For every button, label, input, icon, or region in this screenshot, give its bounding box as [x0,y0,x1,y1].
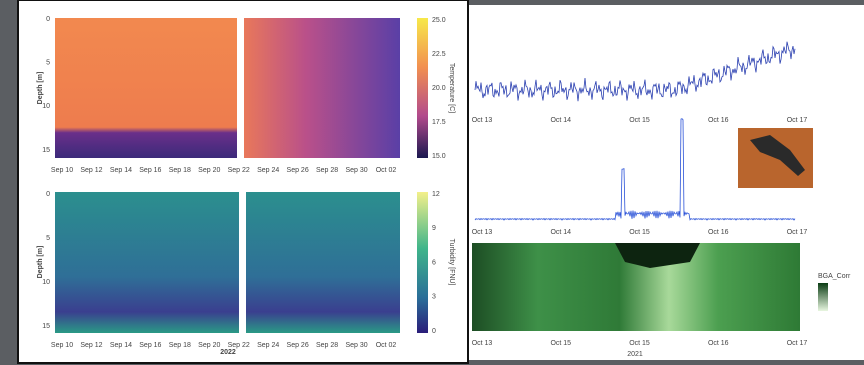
year-label: 2021 [627,351,643,358]
x-tick-label: Sep 12 [80,342,102,349]
y-tick-label: 5 [46,235,50,242]
colorbar-tick-label: 3 [432,294,436,301]
x-tick-label: Sep 12 [80,167,102,174]
y-axis-label: Depth [m] [37,246,44,279]
heatmap [244,18,400,158]
colorbar-tick-label: 22.5 [432,51,446,58]
x-tick-label: Sep 10 [51,167,73,174]
legend-title: BGA_Corr [818,273,851,280]
x-tick-label: Oct 16 [708,117,729,124]
colorbar-tick-label: 6 [432,259,436,266]
trace [474,41,796,102]
x-tick-label: Oct 13 [472,340,493,347]
x-tick-label: Sep 10 [51,342,73,349]
x-tick-label: Sep 24 [257,167,279,174]
heatmap [246,192,400,333]
x-tick-label: Oct 17 [787,340,808,347]
y-tick-label: 10 [42,103,50,110]
x-tick-label: Sep 30 [345,342,367,349]
x-tick-label: Sep 28 [316,342,338,349]
heatmap [55,192,239,333]
y-axis-label: Depth [m] [37,72,44,105]
x-tick-label: Oct 15 [550,340,571,347]
colorbar [818,283,828,311]
y-tick-label: 15 [42,323,50,330]
x-tick-label: Sep 16 [139,342,161,349]
colorbar-label: Turbidity [FNU] [448,239,455,286]
colorbar-tick-label: 12 [432,191,440,198]
x-tick-label: Sep 26 [287,342,309,349]
inset-map-shape [750,135,805,176]
heatmap [55,18,237,158]
y-tick-label: 5 [46,60,50,67]
colorbar [417,192,428,333]
x-tick-label: Oct 17 [787,117,808,124]
colorbar-tick-label: 25.0 [432,17,446,24]
x-tick-label: Sep 28 [316,167,338,174]
x-tick-label: Oct 16 [708,340,729,347]
x-tick-label: Sep 20 [198,167,220,174]
y-tick-label: 0 [46,16,50,23]
x-tick-label: Sep 18 [169,167,191,174]
x-tick-label: Oct 17 [787,229,808,236]
colorbar-tick-label: 0 [432,328,436,335]
x-tick-label: Oct 02 [376,167,397,174]
x-tick-label: Oct 14 [550,229,571,236]
heatmap-dark [615,243,700,268]
x-tick-label: Oct 14 [550,117,571,124]
year-label: 2022 [220,349,236,356]
x-tick-label: Sep 16 [139,167,161,174]
x-tick-label: Oct 15 [629,117,650,124]
x-tick-label: Sep 24 [257,342,279,349]
x-tick-label: Sep 30 [345,167,367,174]
colorbar [417,18,428,158]
colorbar-tick-label: 20.0 [432,85,446,92]
colorbar-tick-label: 15.0 [432,153,446,160]
colorbar-tick-label: 9 [432,225,436,232]
x-tick-label: Oct 13 [472,117,493,124]
x-tick-label: Oct 02 [376,342,397,349]
trace [474,118,796,221]
x-tick-label: Sep 14 [110,167,132,174]
x-tick-label: Sep 22 [228,167,250,174]
y-tick-label: 10 [42,279,50,286]
x-tick-label: Oct 16 [708,229,729,236]
x-tick-label: Oct 15 [629,229,650,236]
x-tick-label: Sep 22 [228,342,250,349]
x-tick-label: Sep 18 [169,342,191,349]
colorbar-label: Temperature [C] [448,63,455,113]
x-tick-label: Sep 20 [198,342,220,349]
y-tick-label: 0 [46,191,50,198]
x-tick-label: Sep 14 [110,342,132,349]
y-tick-label: 15 [42,147,50,154]
colorbar-tick-label: 17.5 [432,119,446,126]
x-tick-label: Sep 26 [287,167,309,174]
x-tick-label: Oct 15 [629,340,650,347]
x-tick-label: Oct 13 [472,229,493,236]
